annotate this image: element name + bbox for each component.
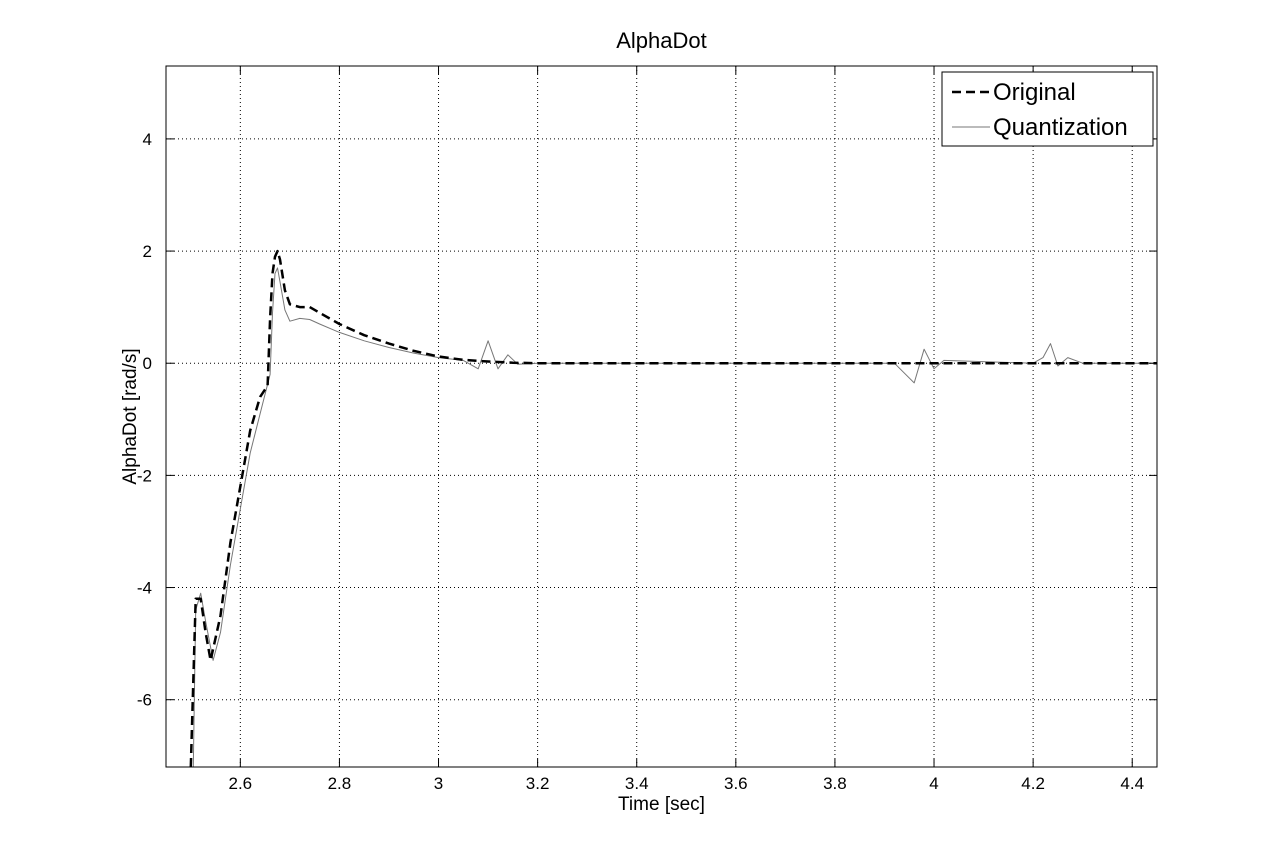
y-tick-label: -2 xyxy=(137,466,152,485)
legend-label-quantization: Quantization xyxy=(993,114,1128,141)
y-tick-label: 0 xyxy=(143,354,152,373)
y-tick-label: -4 xyxy=(137,579,152,598)
series-line-original xyxy=(189,249,1157,767)
legend: Original Quantization xyxy=(941,71,1154,147)
series-lines xyxy=(189,249,1157,767)
x-tick-label: 4 xyxy=(929,774,938,793)
x-tick-label: 3.2 xyxy=(526,774,550,793)
x-tick-label: 3.4 xyxy=(625,774,649,793)
y-tick-label: 2 xyxy=(143,242,152,261)
x-tick-label: 4.4 xyxy=(1120,774,1144,793)
series-line-quantization xyxy=(192,267,1157,767)
chart-title: AlphaDot xyxy=(616,28,707,53)
plot-area xyxy=(166,66,1157,767)
x-tick-label: 2.6 xyxy=(229,774,253,793)
y-tick-label: -6 xyxy=(137,691,152,710)
x-tick-label: 3.6 xyxy=(724,774,748,793)
x-tick-label: 3 xyxy=(434,774,443,793)
y-tick-label: 4 xyxy=(143,130,152,149)
y-axis-label: AlphaDot [rad/s] xyxy=(120,348,141,484)
x-tick-label: 4.2 xyxy=(1021,774,1045,793)
x-tick-label: 2.8 xyxy=(328,774,352,793)
x-axis-label: Time [sec] xyxy=(618,794,705,815)
legend-box xyxy=(941,71,1154,147)
grid xyxy=(166,66,1157,767)
x-tick-label: 3.8 xyxy=(823,774,847,793)
legend-label-original: Original xyxy=(993,79,1076,106)
axis-ticks: 2.6 2.8 3 3.2 3.4 3.6 3.8 4 4.2 4.4 -6 -4 -2 0 2 4 xyxy=(137,66,1157,793)
plot-frame xyxy=(165,65,1158,768)
